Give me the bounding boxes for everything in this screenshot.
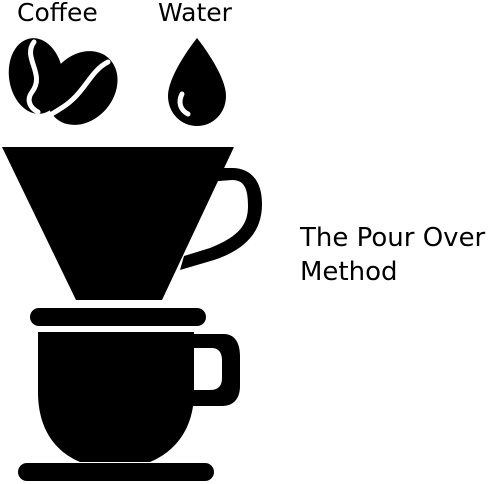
dripper-icon [2,147,262,300]
water-label: Water [158,0,232,27]
caption-line-2: Method [300,257,398,287]
coffee-beans-icon [8,38,118,125]
coffee-label: Coffee [17,0,98,27]
dripper-base [30,308,206,326]
coffee-bean-right [46,51,118,125]
cup-icon [18,332,240,481]
cup-saucer [18,463,214,481]
caption-line-1: The Pour Over [300,223,486,253]
caption: The Pour Over Method [300,221,485,289]
water-drop-icon [168,38,226,126]
